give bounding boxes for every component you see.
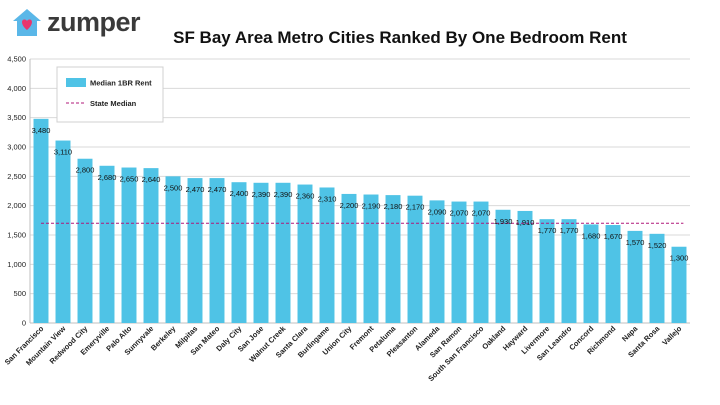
bar — [583, 224, 599, 323]
data-label: 2,470 — [208, 185, 227, 194]
bar — [165, 176, 181, 323]
data-label: 2,190 — [362, 202, 381, 211]
data-label: 1,300 — [670, 254, 689, 263]
y-tick-label: 1,000 — [7, 260, 26, 269]
bar — [319, 187, 335, 323]
data-label: 2,400 — [230, 189, 249, 198]
data-label: 2,640 — [142, 175, 161, 184]
legend-label-median-1br-rent: Median 1BR Rent — [90, 79, 152, 88]
brand-logo: zumper — [10, 5, 141, 39]
x-category-label: Berkeley — [149, 323, 178, 352]
data-label: 1,770 — [538, 226, 557, 235]
y-tick-label: 3,000 — [7, 143, 26, 152]
data-label: 2,170 — [406, 203, 425, 212]
bar — [121, 167, 137, 323]
bar — [385, 195, 401, 323]
bar — [363, 194, 379, 323]
brand-name: zumper — [47, 6, 141, 37]
bar — [517, 210, 533, 323]
data-label: 1,930 — [494, 217, 513, 226]
data-label: 2,200 — [340, 201, 359, 210]
data-label: 1,910 — [516, 218, 535, 227]
data-label: 2,800 — [76, 166, 95, 175]
bar — [77, 158, 93, 323]
bar — [275, 182, 291, 323]
y-tick-label: 1,500 — [7, 231, 26, 240]
y-tick-label: 2,500 — [7, 172, 26, 181]
bar — [495, 209, 511, 323]
y-tick-label: 3,500 — [7, 113, 26, 122]
data-label: 1,670 — [604, 232, 623, 241]
data-label: 3,110 — [54, 148, 72, 157]
data-label: 2,180 — [384, 202, 403, 211]
bar — [473, 201, 489, 323]
bar — [143, 168, 159, 323]
data-label: 1,520 — [648, 241, 667, 250]
bar — [99, 165, 115, 323]
y-tick-label: 4,500 — [7, 55, 26, 64]
x-category-label: Vallejo — [660, 324, 683, 347]
bar — [33, 118, 49, 323]
bar — [671, 246, 687, 323]
data-label: 2,390 — [252, 190, 271, 199]
data-label: 1,570 — [626, 238, 645, 247]
bar — [451, 201, 467, 323]
data-label: 2,500 — [164, 183, 183, 192]
data-label: 1,680 — [582, 231, 601, 240]
bar — [407, 195, 423, 323]
data-label: 1,770 — [560, 226, 579, 235]
bar — [429, 200, 445, 323]
legend-swatch-median-1br-rent — [66, 78, 86, 87]
y-tick-label: 0 — [22, 319, 26, 328]
data-label: 2,070 — [450, 209, 469, 218]
y-tick-label: 500 — [13, 289, 26, 298]
legend-box — [56, 66, 164, 123]
x-category-label: Napa — [620, 323, 640, 343]
data-label: 2,090 — [428, 207, 447, 216]
bar — [297, 184, 313, 323]
data-label: 2,650 — [120, 175, 139, 184]
bar — [55, 140, 71, 323]
bar — [649, 233, 665, 323]
data-label: 3,480 — [32, 126, 51, 135]
y-tick-label: 4,000 — [7, 84, 26, 93]
data-label: 2,680 — [98, 173, 117, 182]
legend-label-state-median: State Median — [90, 99, 137, 108]
bar — [539, 219, 555, 323]
bar — [209, 178, 225, 323]
house-heart-icon — [13, 9, 41, 36]
data-label: 2,360 — [296, 192, 315, 201]
bar — [253, 182, 269, 323]
data-label: 2,390 — [274, 190, 293, 199]
data-label: 2,070 — [472, 209, 491, 218]
bar — [187, 178, 203, 323]
y-tick-label: 2,000 — [7, 201, 26, 210]
bar — [561, 219, 577, 323]
bar — [627, 230, 643, 323]
data-label: 2,470 — [186, 185, 205, 194]
chart-title: SF Bay Area Metro Cities Ranked By One B… — [173, 28, 627, 47]
bar — [605, 225, 621, 323]
bar — [231, 182, 247, 323]
bar — [341, 193, 357, 323]
data-label: 2,310 — [318, 194, 337, 203]
